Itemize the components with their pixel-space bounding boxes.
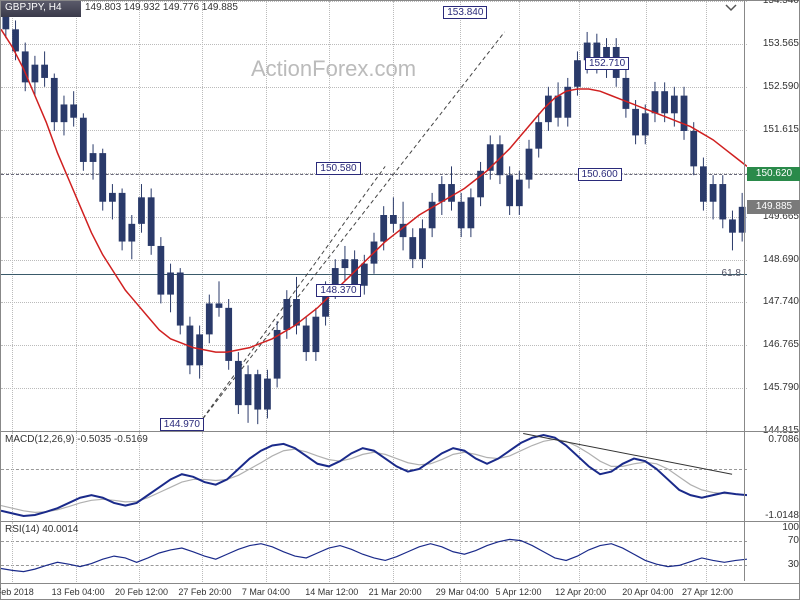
price-annotation: 148.370 xyxy=(316,284,360,297)
y-tick-label: 70 xyxy=(749,535,799,546)
x-tick-label: 29 Mar 04:00 xyxy=(436,587,489,597)
price-annotation: 152.710 xyxy=(585,57,629,70)
y-axis-separator xyxy=(744,1,745,581)
y-tick-label: 153.565 xyxy=(749,38,799,49)
y-tick-label: 0.7086 xyxy=(749,434,799,445)
price-annotation: 150.580 xyxy=(316,162,360,175)
price-svg xyxy=(1,1,747,431)
price-annotation: 144.970 xyxy=(160,418,204,431)
macd-panel[interactable]: MACD(12,26,9) -0.5035 -0.5169 0.7086 -1.0… xyxy=(1,431,800,521)
price-annotation: 150.600 xyxy=(578,168,622,181)
price-tag: 149.885 xyxy=(747,200,800,214)
x-tick-label: 20 Feb 12:00 xyxy=(115,587,168,597)
y-tick-label: 145.790 xyxy=(749,382,799,393)
x-tick-label: 14 Mar 12:00 xyxy=(305,587,358,597)
x-axis: 5 Feb 2018 13 Feb 04:00 20 Feb 12:00 27 Feb… xyxy=(1,583,800,601)
price-chart-panel[interactable]: ActionForex.com 144.815145.790146.765147… xyxy=(1,1,800,431)
x-tick-label: 5 Apr 12:00 xyxy=(495,587,541,597)
y-tick-label: 151.615 xyxy=(749,124,799,135)
x-tick-label: 21 Mar 20:00 xyxy=(369,587,422,597)
chart-container: GBPJPY, H4 149.803 149.932 149.776 149.8… xyxy=(0,0,800,600)
fib-label: 61.8 xyxy=(722,268,741,279)
rsi-panel[interactable]: RSI(14) 40.0014 100 70 30 xyxy=(1,521,800,583)
chevron-down-icon xyxy=(725,2,737,14)
chart-menu-dropdown[interactable] xyxy=(725,2,737,14)
x-tick-label: 5 Feb 2018 xyxy=(0,587,34,597)
y-tick-label: 30 xyxy=(749,559,799,570)
macd-label: MACD(12,26,9) -0.5035 -0.5169 xyxy=(5,434,148,445)
x-tick-label: 12 Apr 20:00 xyxy=(555,587,606,597)
price-tag: 150.620 xyxy=(747,167,800,181)
y-tick-label: 147.740 xyxy=(749,296,799,307)
y-tick-label: -1.0148 xyxy=(749,510,799,521)
y-tick-label: 152.590 xyxy=(749,81,799,92)
x-tick-label: 7 Mar 04:00 xyxy=(242,587,290,597)
y-tick-label: 148.690 xyxy=(749,254,799,265)
x-tick-label: 13 Feb 04:00 xyxy=(52,587,105,597)
symbol-title: GBPJPY, H4 xyxy=(1,1,81,17)
x-tick-label: 27 Apr 12:00 xyxy=(682,587,733,597)
x-tick-label: 27 Feb 20:00 xyxy=(178,587,231,597)
x-tick-label: 20 Apr 04:00 xyxy=(622,587,673,597)
rsi-svg xyxy=(1,522,747,584)
y-tick-label: 146.765 xyxy=(749,339,799,350)
ohlc-readout: 149.803 149.932 149.776 149.885 xyxy=(85,2,238,13)
y-tick-label: 100 xyxy=(749,522,799,533)
macd-svg xyxy=(1,432,747,522)
price-annotation: 153.840 xyxy=(443,6,487,19)
y-tick-label: 154.540 xyxy=(749,0,799,6)
rsi-label: RSI(14) 40.0014 xyxy=(5,524,78,535)
